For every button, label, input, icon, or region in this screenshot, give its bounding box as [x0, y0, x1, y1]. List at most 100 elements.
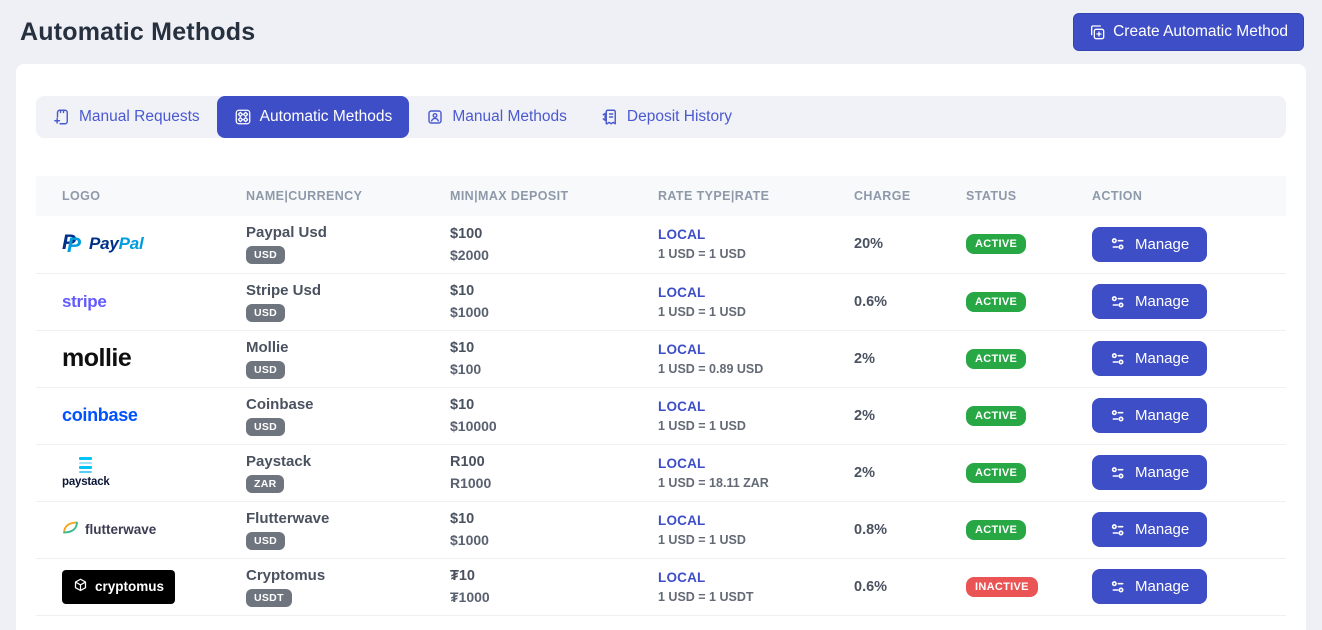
- method-name: Paypal Usd: [246, 224, 327, 242]
- manage-button[interactable]: Manage: [1092, 455, 1208, 490]
- method-logo: stripe: [62, 282, 212, 322]
- charge-value: 2%: [854, 464, 875, 481]
- rate-value: 1 USD = 1 USD: [658, 304, 746, 319]
- automatic-methods-icon: [234, 108, 252, 126]
- sliders-icon: [1110, 579, 1126, 595]
- rate-type: LOCAL: [658, 227, 706, 243]
- charge-value: 2%: [854, 407, 875, 424]
- currency-badge: USD: [246, 417, 286, 436]
- manage-button-label: Manage: [1135, 350, 1190, 367]
- tab-manual-requests[interactable]: Manual Requests: [36, 96, 217, 138]
- method-logo: cryptomus: [62, 567, 212, 607]
- manage-button[interactable]: Manage: [1092, 512, 1208, 547]
- max-deposit: $2000: [450, 246, 489, 263]
- column-header: NAME|CURRENCY: [220, 176, 424, 216]
- stripe-logo: stripe: [62, 291, 107, 311]
- charge-value: 20%: [854, 236, 884, 253]
- rate-value: 1 USD = 1 USD: [658, 418, 746, 433]
- status-badge: ACTIVE: [966, 462, 1027, 483]
- tab-automatic-methods[interactable]: Automatic Methods: [216, 96, 410, 138]
- rate-value: 1 USD = 0.89 USD: [658, 361, 764, 376]
- method-logo: coinbase: [62, 396, 212, 436]
- flutterwave-mark-icon: [62, 520, 79, 540]
- manual-requests-icon: [53, 108, 71, 126]
- table-row: cryptomus Cryptomus USDT ₮10 ₮1000 LOCAL…: [36, 558, 1286, 616]
- manage-button-label: Manage: [1135, 464, 1190, 481]
- min-deposit: R100: [450, 454, 485, 470]
- status-badge: ACTIVE: [966, 519, 1027, 540]
- charge-value: 0.8%: [854, 521, 888, 538]
- max-deposit: $10000: [450, 418, 497, 434]
- paypal-logo: P P PayPal: [62, 231, 144, 258]
- status-badge: ACTIVE: [966, 348, 1027, 369]
- manual-methods-icon: [426, 108, 444, 126]
- create-automatic-method-button[interactable]: Create Automatic Method: [1073, 13, 1304, 51]
- sliders-icon: [1110, 465, 1126, 481]
- mollie-logo: mollie: [62, 344, 132, 372]
- cryptomus-logo: cryptomus: [62, 569, 176, 604]
- tab-manual-methods[interactable]: Manual Methods: [409, 96, 584, 138]
- method-name: Cryptomus: [246, 566, 326, 584]
- max-deposit: R1000: [450, 475, 492, 491]
- rate-type: LOCAL: [658, 284, 706, 300]
- min-deposit: $10: [450, 340, 475, 356]
- tab-deposit-history[interactable]: Deposit History: [584, 96, 749, 138]
- method-name: Paystack: [246, 452, 312, 470]
- column-header: ACTION: [1066, 176, 1286, 216]
- manage-button-label: Manage: [1135, 235, 1190, 253]
- max-deposit: $1000: [450, 532, 489, 548]
- manage-button[interactable]: Manage: [1092, 226, 1208, 262]
- status-badge: ACTIVE: [966, 405, 1027, 426]
- table-row: coinbase Coinbase USD $10 $10000 LOCAL 1…: [36, 387, 1286, 445]
- tab-label: Deposit History: [626, 108, 732, 125]
- min-deposit: $100: [450, 225, 483, 242]
- min-deposit: $10: [450, 283, 475, 299]
- method-logo: P P PayPal: [62, 224, 212, 264]
- rate-value: 1 USD = 18.11 ZAR: [658, 475, 769, 490]
- status-badge: INACTIVE: [966, 576, 1038, 597]
- rate-type: LOCAL: [658, 569, 706, 585]
- column-header: STATUS: [940, 176, 1066, 216]
- table-header-row: LOGO NAME|CURRENCY MIN|MAX DEPOSIT RATE TYP…: [36, 176, 1286, 216]
- table-row: stripe Stripe Usd USD $10 $1000 LOCAL 1 …: [36, 273, 1286, 331]
- column-header: LOGO: [36, 176, 220, 216]
- tab-label: Manual Methods: [452, 108, 567, 125]
- paystack-bars-icon: [79, 457, 93, 473]
- rate-type: LOCAL: [658, 341, 706, 357]
- content-card: Manual Requests Automatic Methods Manual M…: [16, 64, 1306, 630]
- currency-badge: USDT: [246, 588, 292, 607]
- tab-bar: Manual Requests Automatic Methods Manual M…: [36, 96, 1286, 138]
- column-header: MIN|MAX DEPOSIT: [424, 176, 632, 216]
- rate-type: LOCAL: [658, 398, 706, 414]
- rate-type: LOCAL: [658, 512, 706, 528]
- status-badge: ACTIVE: [966, 234, 1027, 255]
- tab-label: Manual Requests: [79, 108, 200, 125]
- sliders-icon: [1110, 236, 1126, 252]
- status-badge: ACTIVE: [966, 291, 1027, 312]
- currency-badge: USD: [246, 360, 286, 379]
- rate-type: LOCAL: [658, 455, 706, 471]
- create-button-label: Create Automatic Method: [1113, 23, 1288, 40]
- manage-button[interactable]: Manage: [1092, 398, 1208, 433]
- cryptomus-cube-icon: [73, 578, 88, 596]
- manage-button[interactable]: Manage: [1092, 569, 1208, 604]
- method-name: Mollie: [246, 338, 289, 356]
- min-deposit: ₮10: [450, 568, 475, 584]
- sliders-icon: [1110, 351, 1126, 367]
- max-deposit: $100: [450, 361, 482, 377]
- manage-button-label: Manage: [1135, 521, 1190, 538]
- sliders-icon: [1110, 522, 1126, 538]
- table-row: mollie Mollie USD $10 $100 LOCAL 1 USD =…: [36, 330, 1286, 388]
- rate-value: 1 USD = 1 USD: [658, 247, 746, 262]
- manage-button-label: Manage: [1135, 578, 1190, 595]
- methods-table: LOGO NAME|CURRENCY MIN|MAX DEPOSIT RATE TYP…: [36, 176, 1286, 616]
- manage-button[interactable]: Manage: [1092, 341, 1208, 376]
- table-row: P P PayPal Paypal Usd USD $100 $2000 LOCAL…: [36, 216, 1286, 274]
- page-header: Automatic Methods Create Automatic Metho…: [0, 0, 1322, 64]
- flutterwave-logo: flutterwave: [62, 520, 156, 540]
- manage-button-label: Manage: [1135, 407, 1190, 424]
- manage-button[interactable]: Manage: [1092, 284, 1208, 319]
- rate-value: 1 USD = 1 USD: [658, 532, 746, 547]
- paystack-logo: paystack: [62, 457, 110, 488]
